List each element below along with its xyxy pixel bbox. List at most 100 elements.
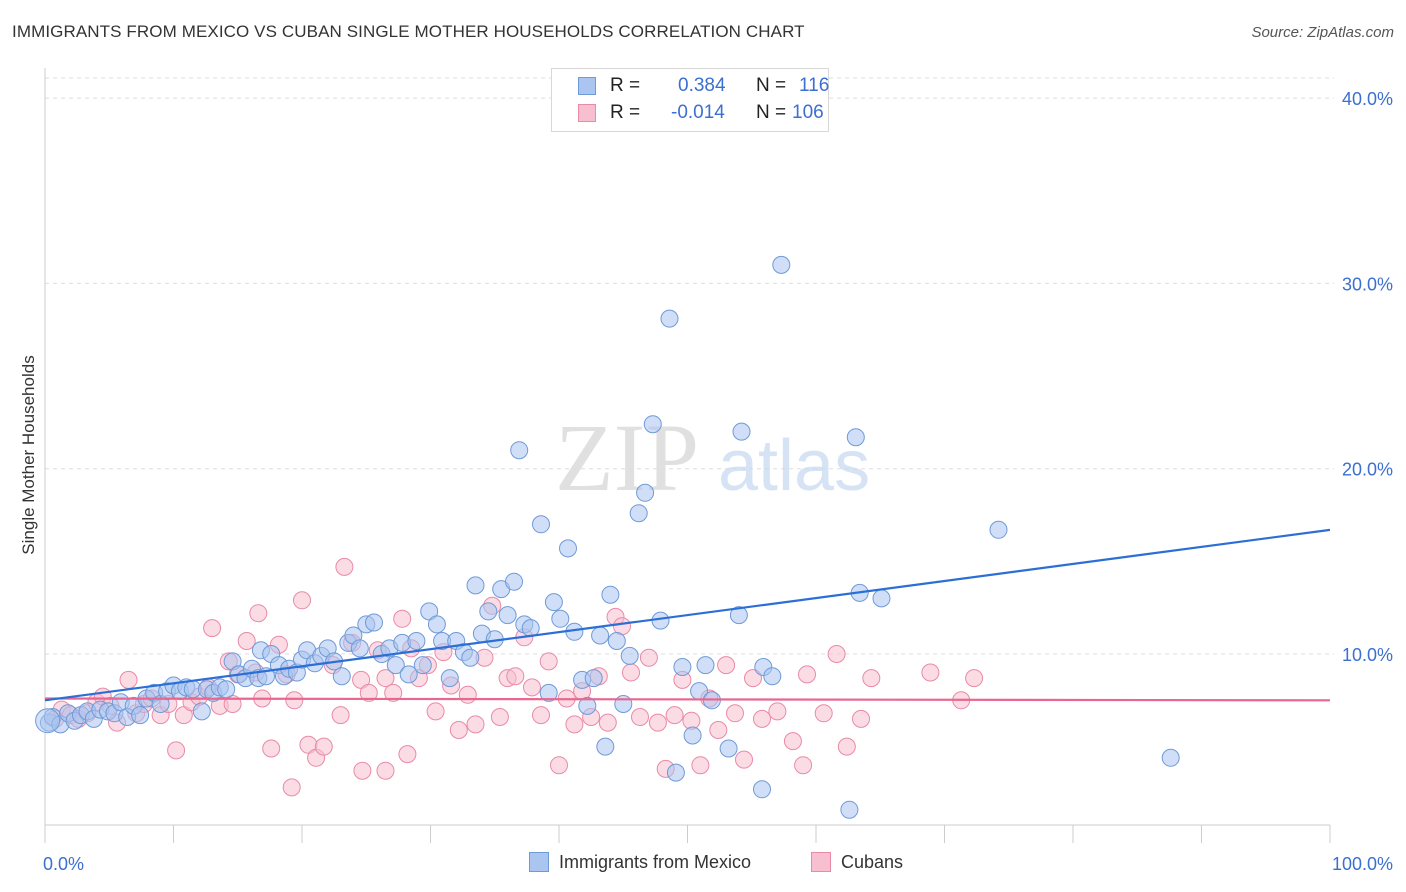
- legend-n-value: 116: [799, 75, 830, 96]
- cubans-point: [648, 713, 667, 732]
- x-tick-label: 100.0%: [1332, 854, 1393, 874]
- cubans-point: [768, 702, 787, 721]
- cubans-point: [539, 652, 558, 671]
- bottom-legend-cubans: Cubans: [811, 852, 903, 876]
- legend-n-value: 106: [792, 102, 824, 123]
- cubans-point: [598, 713, 617, 732]
- cubans-point: [359, 683, 378, 702]
- trend-lines: [44, 528, 1331, 702]
- mexico-point: [840, 800, 859, 819]
- mexico-point: [498, 606, 517, 625]
- cubans-point: [753, 709, 771, 728]
- mexico-point: [407, 632, 426, 650]
- bottom-legend-label-cubans: Cubans: [841, 852, 904, 872]
- legend-r-label: R =: [610, 75, 641, 96]
- y-axis-label: Single Mother Households: [19, 355, 38, 554]
- x-tick-label: 0.0%: [43, 854, 84, 874]
- watermark: ZIP atlas: [555, 404, 870, 511]
- mexico-point: [365, 613, 383, 632]
- mexico-trend-line: [44, 528, 1331, 702]
- cubans-point: [237, 632, 256, 650]
- mexico-point: [35, 708, 61, 734]
- mexico-point: [510, 441, 529, 460]
- mexico-point: [629, 504, 648, 523]
- mexico-point: [989, 520, 1008, 539]
- cubans-point: [726, 704, 744, 723]
- y-tick-label: 40.0%: [1342, 89, 1393, 109]
- mexico-point: [614, 695, 633, 713]
- cubans-point: [717, 656, 736, 675]
- mexico-point: [466, 576, 485, 595]
- mexico-point: [607, 632, 626, 650]
- cubans-point: [167, 741, 186, 760]
- cubans-trend-line: [44, 697, 1331, 702]
- mexico-point: [636, 483, 655, 502]
- mexico-point: [673, 658, 692, 676]
- x-tick-labels: 0.0% 100.0%: [43, 854, 1393, 874]
- series-mexico: [35, 255, 1180, 819]
- cubans-point: [331, 706, 350, 725]
- cubans-point: [293, 591, 311, 610]
- cubans-point: [827, 645, 846, 663]
- bottom-legend-mexico: Immigrants from Mexico: [529, 852, 751, 876]
- mexico-point: [578, 696, 597, 715]
- y-tick-label: 30.0%: [1342, 274, 1393, 294]
- watermark-zip: ZIP: [555, 404, 699, 511]
- cubans-point: [249, 604, 268, 623]
- legend-swatch-mexico: [578, 77, 596, 95]
- mexico-point: [332, 667, 351, 686]
- cubans-point: [744, 669, 762, 688]
- mexico-point: [217, 680, 236, 699]
- cubans-point: [458, 685, 477, 704]
- mexico-point: [551, 609, 570, 628]
- cubans-point: [523, 678, 541, 697]
- cubans-point: [285, 691, 304, 710]
- cubans-point: [735, 750, 753, 769]
- bottom-legend-swatch-cubans: [811, 852, 831, 872]
- cubans-point: [532, 706, 550, 725]
- cubans-point: [203, 619, 222, 638]
- mexico-point: [399, 665, 418, 684]
- cubans-point: [565, 715, 584, 734]
- mexico-point: [539, 683, 558, 702]
- cubans-point: [852, 709, 870, 728]
- source-credit: Source: ZipAtlas.com: [1251, 24, 1394, 41]
- gridlines: [45, 77, 1334, 655]
- cubans-point: [798, 665, 816, 684]
- cubans-point: [862, 669, 881, 688]
- mexico-point: [591, 626, 610, 645]
- mexico-point: [559, 539, 577, 558]
- legend-n-label: N =: [756, 102, 787, 123]
- correlation-legend: R = 0.384 N = 116 R = -0.014 N = 106: [551, 68, 829, 132]
- legend-r-label: R =: [610, 102, 641, 123]
- legend-n-label: N =: [756, 75, 787, 96]
- mexico-point: [846, 428, 865, 447]
- mexico-point: [763, 667, 782, 686]
- cubans-point: [384, 683, 403, 702]
- mexico-point: [719, 739, 738, 758]
- bottom-legend-swatch-mexico: [529, 852, 549, 872]
- mexico-point: [440, 669, 459, 688]
- mexico-point: [131, 706, 150, 725]
- cubans-point: [965, 669, 984, 688]
- mexico-point: [427, 615, 446, 634]
- cubans-point: [353, 761, 372, 780]
- mexico-point: [461, 648, 480, 667]
- cubans-point: [426, 702, 445, 721]
- mexico-point: [872, 589, 891, 608]
- chart-title: IMMIGRANTS FROM MEXICO VS CUBAN SINGLE M…: [12, 22, 805, 41]
- cubans-point: [550, 756, 568, 775]
- cubans-point: [262, 739, 281, 758]
- legend-r-value: 0.384: [678, 75, 726, 96]
- mexico-point: [505, 572, 523, 591]
- mexico-point: [753, 780, 771, 799]
- mexico-point: [413, 656, 432, 675]
- y-tick-label: 10.0%: [1342, 645, 1393, 665]
- mexico-point: [350, 639, 369, 658]
- mexico-point: [643, 415, 662, 434]
- cubans-point: [490, 708, 509, 726]
- y-tick-label: 20.0%: [1342, 460, 1393, 480]
- legend-swatch-cubans: [578, 104, 596, 122]
- mexico-point: [544, 593, 563, 612]
